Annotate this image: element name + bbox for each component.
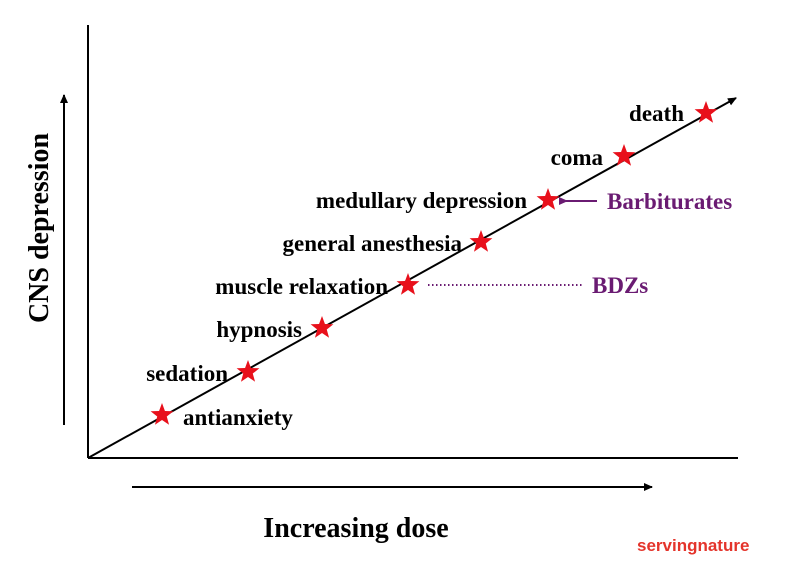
star-icon-sedation <box>236 360 260 382</box>
stage-markers <box>150 101 718 425</box>
star-icon-antianxiety <box>150 403 174 425</box>
stage-label-medullary-depression: medullary depression <box>316 188 527 213</box>
stage-label-general-anesthesia: general anesthesia <box>282 231 462 256</box>
stage-label-muscle-relaxation: muscle relaxation <box>215 274 388 299</box>
star-icon-death <box>694 101 718 123</box>
stage-label-death: death <box>629 101 684 126</box>
drug-label-bdzs: BDZs <box>592 273 648 298</box>
y-axis-title: CNS depression <box>24 133 55 324</box>
stage-label-antianxiety: antianxiety <box>183 405 293 430</box>
star-icon-hypnosis <box>310 316 334 338</box>
stage-label-coma: coma <box>551 145 604 170</box>
stage-label-hypnosis: hypnosis <box>216 317 302 342</box>
x-axis-title: Increasing dose <box>263 513 448 544</box>
star-icon-muscle-relaxation <box>396 273 420 295</box>
drug-label-barbiturates: Barbiturates <box>607 189 732 214</box>
watermark-text: servingnature <box>637 536 749 555</box>
stage-label-sedation: sedation <box>146 361 228 386</box>
star-icon-medullary-depression <box>536 188 560 210</box>
star-icon-general-anesthesia <box>469 230 493 252</box>
star-icon-coma <box>612 144 636 166</box>
